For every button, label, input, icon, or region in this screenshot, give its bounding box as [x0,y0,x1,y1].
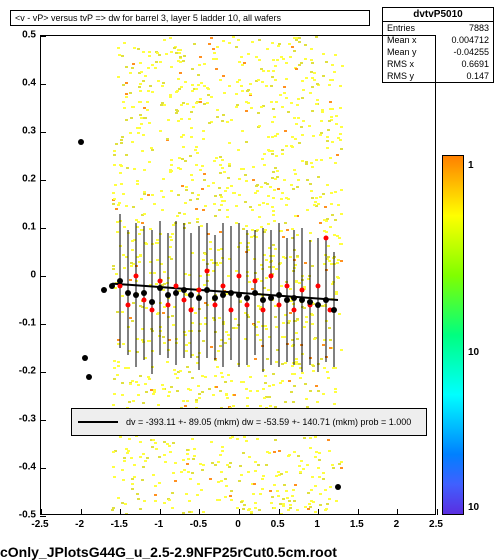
xtick-label: 2.5 [429,519,443,530]
ytick-label: -0.3 [4,414,36,425]
colorbar-label: 10 [468,502,479,513]
marker-layer [41,36,435,514]
xtick-label: 1 [314,519,320,530]
colorbar [442,155,464,515]
stats-entries: 7883 [469,23,489,33]
ytick-label: 0.3 [4,126,36,137]
xtick-label: -1.5 [111,519,128,530]
plot-area: dv = -393.11 +- 89.05 (mkm) dw = -53.59 … [40,35,436,515]
stats-rmsx: 0.6691 [461,59,489,69]
legend-box: dv = -393.11 +- 89.05 (mkm) dw = -53.59 … [71,408,427,436]
stats-entries-label: Entries [387,23,415,33]
chart-title-box: <v - vP> versus tvP => dw for barrel 3, … [10,10,370,26]
stats-meanx: 0.004712 [451,35,489,45]
ytick-label: -0.1 [4,318,36,329]
chart-title: <v - vP> versus tvP => dw for barrel 3, … [15,13,281,23]
footer-filename: cOnly_JPlotsG44G_u_2.5-2.9NFP25rCut0.5cm… [0,544,337,560]
xtick-label: 2 [394,519,400,530]
stats-meany: -0.04255 [453,47,489,57]
ytick-label: 0.5 [4,30,36,41]
ytick-label: -0.5 [4,510,36,521]
stats-name: dvtvP5010 [383,8,493,22]
ytick-label: 0.1 [4,222,36,233]
xtick-label: -0.5 [190,519,207,530]
legend-text: dv = -393.11 +- 89.05 (mkm) dw = -53.59 … [126,417,411,427]
xtick-label: -1 [154,519,163,530]
ytick-label: -0.4 [4,462,36,473]
ytick-label: -0.2 [4,366,36,377]
xtick-label: -2 [75,519,84,530]
ytick-label: 0.4 [4,78,36,89]
ytick-label: 0.2 [4,174,36,185]
xtick-label: 1.5 [350,519,364,530]
legend-line [78,421,118,423]
xtick-label: 0.5 [271,519,285,530]
colorbar-label: 1 [468,160,474,171]
xtick-label: -2.5 [31,519,48,530]
xtick-label: 0 [235,519,241,530]
canvas: <v - vP> versus tvP => dw for barrel 3, … [0,0,500,560]
colorbar-label: 10 [468,347,479,358]
stats-rmsy: 0.147 [466,71,489,81]
ytick-label: 0 [4,270,36,281]
